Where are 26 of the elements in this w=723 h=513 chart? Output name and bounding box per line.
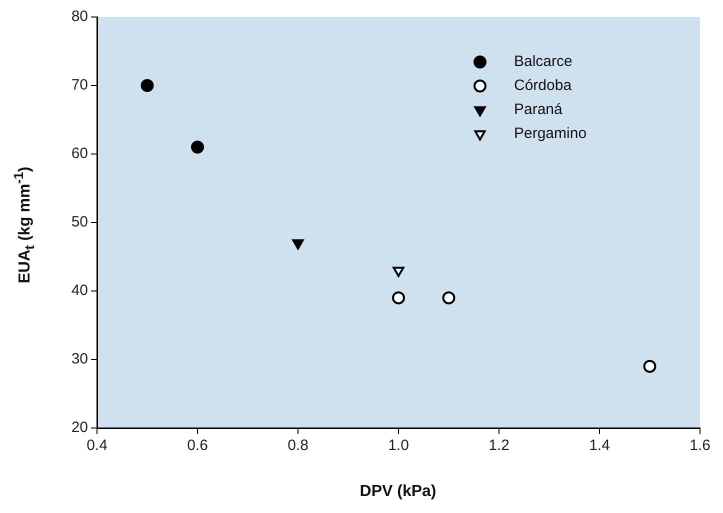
x-tick-label: 1.6 bbox=[690, 437, 710, 454]
y-tick-label: 50 bbox=[71, 214, 88, 231]
x-tick-label: 0.8 bbox=[288, 437, 308, 454]
x-tick-label: 0.6 bbox=[187, 437, 208, 454]
y-tick-label: 70 bbox=[71, 76, 88, 94]
y-tick-label: 60 bbox=[71, 145, 88, 162]
legend-label: Córdoba bbox=[514, 77, 572, 94]
legend-label: Balcarce bbox=[514, 53, 572, 70]
x-tick-label: 0.4 bbox=[86, 437, 108, 454]
point bbox=[191, 140, 204, 154]
y-tick-label: 20 bbox=[71, 419, 88, 436]
point bbox=[140, 79, 154, 92]
legend-label: Paraná bbox=[514, 101, 564, 118]
x-tick-label: 1.0 bbox=[388, 437, 409, 454]
point bbox=[643, 360, 656, 373]
point bbox=[392, 291, 405, 304]
point bbox=[292, 239, 304, 250]
point bbox=[442, 291, 456, 304]
y-tick-label: 80 bbox=[71, 8, 88, 26]
y-tick-label: 40 bbox=[71, 282, 88, 300]
y-tick-label: 30 bbox=[71, 350, 88, 368]
x-axis-title: DPV (kPa) bbox=[360, 483, 436, 501]
point bbox=[392, 266, 404, 277]
x-tick-label: 1.4 bbox=[589, 437, 610, 454]
x-tick-label: 1.2 bbox=[488, 437, 510, 454]
legend-label: Pergamino bbox=[514, 125, 587, 142]
